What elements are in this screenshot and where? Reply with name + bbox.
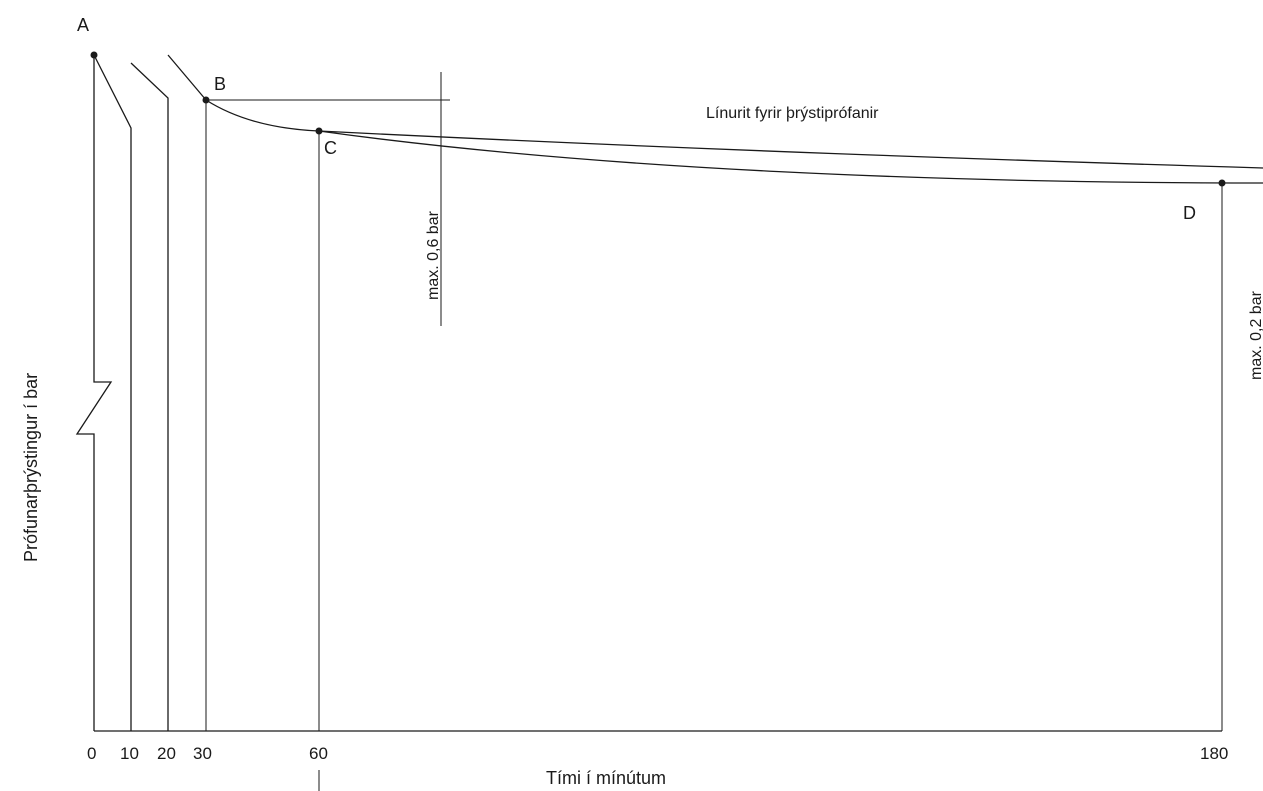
x-tick-label-20: 20 xyxy=(157,744,176,763)
pressure-curve-b-c xyxy=(205,99,320,132)
point-b xyxy=(202,96,210,104)
x-axis-title: Tími í mínútum xyxy=(546,768,666,788)
x-tick-label-30: 30 xyxy=(193,744,212,763)
point-label-c: C xyxy=(324,138,337,158)
pressure-curve-c-d xyxy=(318,130,1263,184)
x-tick-label-10: 10 xyxy=(120,744,139,763)
pressure-curve-initial xyxy=(93,54,207,731)
point-c xyxy=(315,127,323,135)
y-axis-title: Prófunarþrýstingur í bar xyxy=(21,373,41,562)
point-a xyxy=(90,51,98,59)
annotation-max-02-bar: max. 0,2 bar xyxy=(1248,290,1263,380)
point-label-d: D xyxy=(1183,203,1196,223)
point-label-a: A xyxy=(77,15,89,35)
y-axis-with-break xyxy=(75,55,113,731)
chart-title: Línurit fyrir þrýstiprófanir xyxy=(706,105,879,122)
annotation-max-06-bar: max. 0,6 bar xyxy=(425,210,442,300)
x-tick-label-60: 60 xyxy=(309,744,328,763)
point-label-b: B xyxy=(214,74,226,94)
x-tick-label-0: 0 xyxy=(87,744,96,763)
point-d xyxy=(1218,179,1226,187)
reference-curve-upper xyxy=(318,130,1263,169)
x-tick-label-180: 180 xyxy=(1200,744,1228,763)
